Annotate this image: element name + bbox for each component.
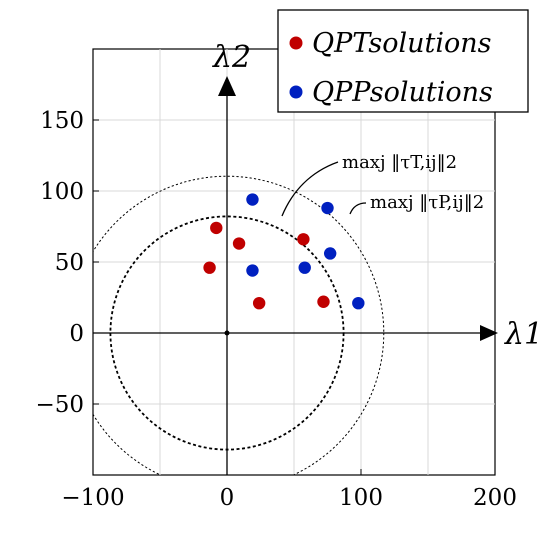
annotations: maxj ‖τT,ij‖2 maxj ‖τP,ij‖2	[281, 152, 484, 217]
annot-tau-T: maxj ‖τT,ij‖2	[342, 152, 457, 173]
y-ticks: −50 0 50 100 150	[35, 108, 99, 418]
annot-tau-T-leader	[281, 161, 339, 217]
x-ticks: −100 0 100 200	[61, 469, 517, 511]
qpp-point	[321, 201, 334, 215]
data-points	[203, 193, 365, 310]
qpp-point	[298, 261, 311, 274]
qpt-point	[252, 296, 266, 310]
qpt-point	[232, 237, 246, 250]
y-tick-label: 150	[40, 108, 84, 134]
legend-label-qpt: QPTsolutions	[312, 28, 491, 59]
grid	[93, 49, 495, 475]
y-tick-label: 0	[69, 321, 84, 347]
qpp-point	[246, 193, 259, 206]
annot-tau-P: maxj ‖τP,ij‖2	[370, 192, 484, 213]
origin-dot	[224, 330, 230, 336]
x-tick-label: −100	[61, 485, 124, 511]
qpt-point	[297, 233, 310, 246]
legend-marker-qpp	[289, 85, 303, 99]
x-axis-label: λ1	[504, 317, 543, 352]
x-tick-label: 0	[220, 485, 235, 511]
legend: QPTsolutions QPPsolutions	[277, 9, 529, 113]
y-tick-label: −50	[35, 392, 84, 418]
legend-marker-qpt	[289, 36, 303, 50]
x-axis-arrow	[480, 325, 498, 341]
qpt-point	[203, 261, 216, 274]
y-axis-label: λ2	[212, 40, 251, 75]
axes	[93, 76, 498, 475]
y-axis-arrow	[218, 76, 236, 96]
y-tick-label: 100	[40, 179, 84, 205]
qpp-point	[323, 247, 337, 260]
annot-tau-P-leader	[349, 202, 367, 215]
qpt-point	[210, 221, 223, 235]
legend-box	[277, 9, 529, 113]
legend-label-qpp: QPPsolutions	[312, 77, 493, 108]
qpp-point	[246, 264, 259, 277]
qpt-point	[317, 295, 330, 308]
qpp-point	[352, 296, 365, 310]
x-tick-label: 200	[473, 485, 517, 511]
x-tick-label: 100	[339, 485, 383, 511]
y-tick-label: 50	[55, 250, 84, 276]
